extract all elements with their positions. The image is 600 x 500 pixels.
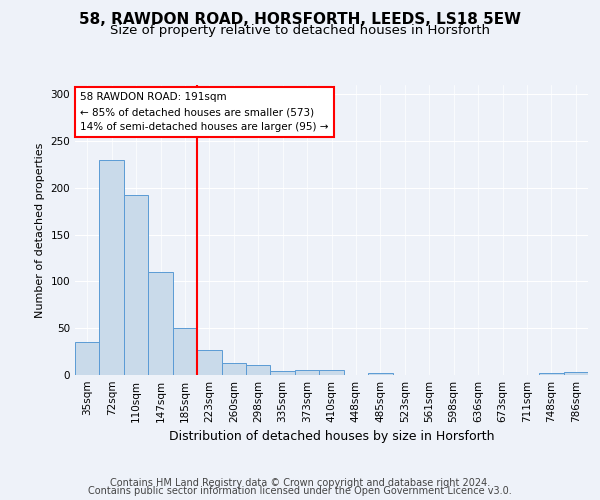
Bar [539, 373, 563, 375]
Bar [319, 370, 344, 375]
Bar [271, 372, 295, 375]
Bar [100, 160, 124, 375]
Bar [368, 373, 392, 375]
Bar [148, 272, 173, 375]
Bar [75, 342, 100, 375]
Bar [246, 364, 271, 375]
Bar [563, 372, 588, 375]
Y-axis label: Number of detached properties: Number of detached properties [35, 142, 45, 318]
Bar [197, 350, 221, 375]
X-axis label: Distribution of detached houses by size in Horsforth: Distribution of detached houses by size … [169, 430, 494, 444]
Text: 58 RAWDON ROAD: 191sqm
← 85% of detached houses are smaller (573)
14% of semi-de: 58 RAWDON ROAD: 191sqm ← 85% of detached… [80, 92, 329, 132]
Bar [295, 370, 319, 375]
Text: Contains HM Land Registry data © Crown copyright and database right 2024.: Contains HM Land Registry data © Crown c… [110, 478, 490, 488]
Text: Size of property relative to detached houses in Horsforth: Size of property relative to detached ho… [110, 24, 490, 37]
Text: Contains public sector information licensed under the Open Government Licence v3: Contains public sector information licen… [88, 486, 512, 496]
Bar [221, 363, 246, 375]
Bar [124, 196, 148, 375]
Bar [173, 328, 197, 375]
Text: 58, RAWDON ROAD, HORSFORTH, LEEDS, LS18 5EW: 58, RAWDON ROAD, HORSFORTH, LEEDS, LS18 … [79, 12, 521, 28]
